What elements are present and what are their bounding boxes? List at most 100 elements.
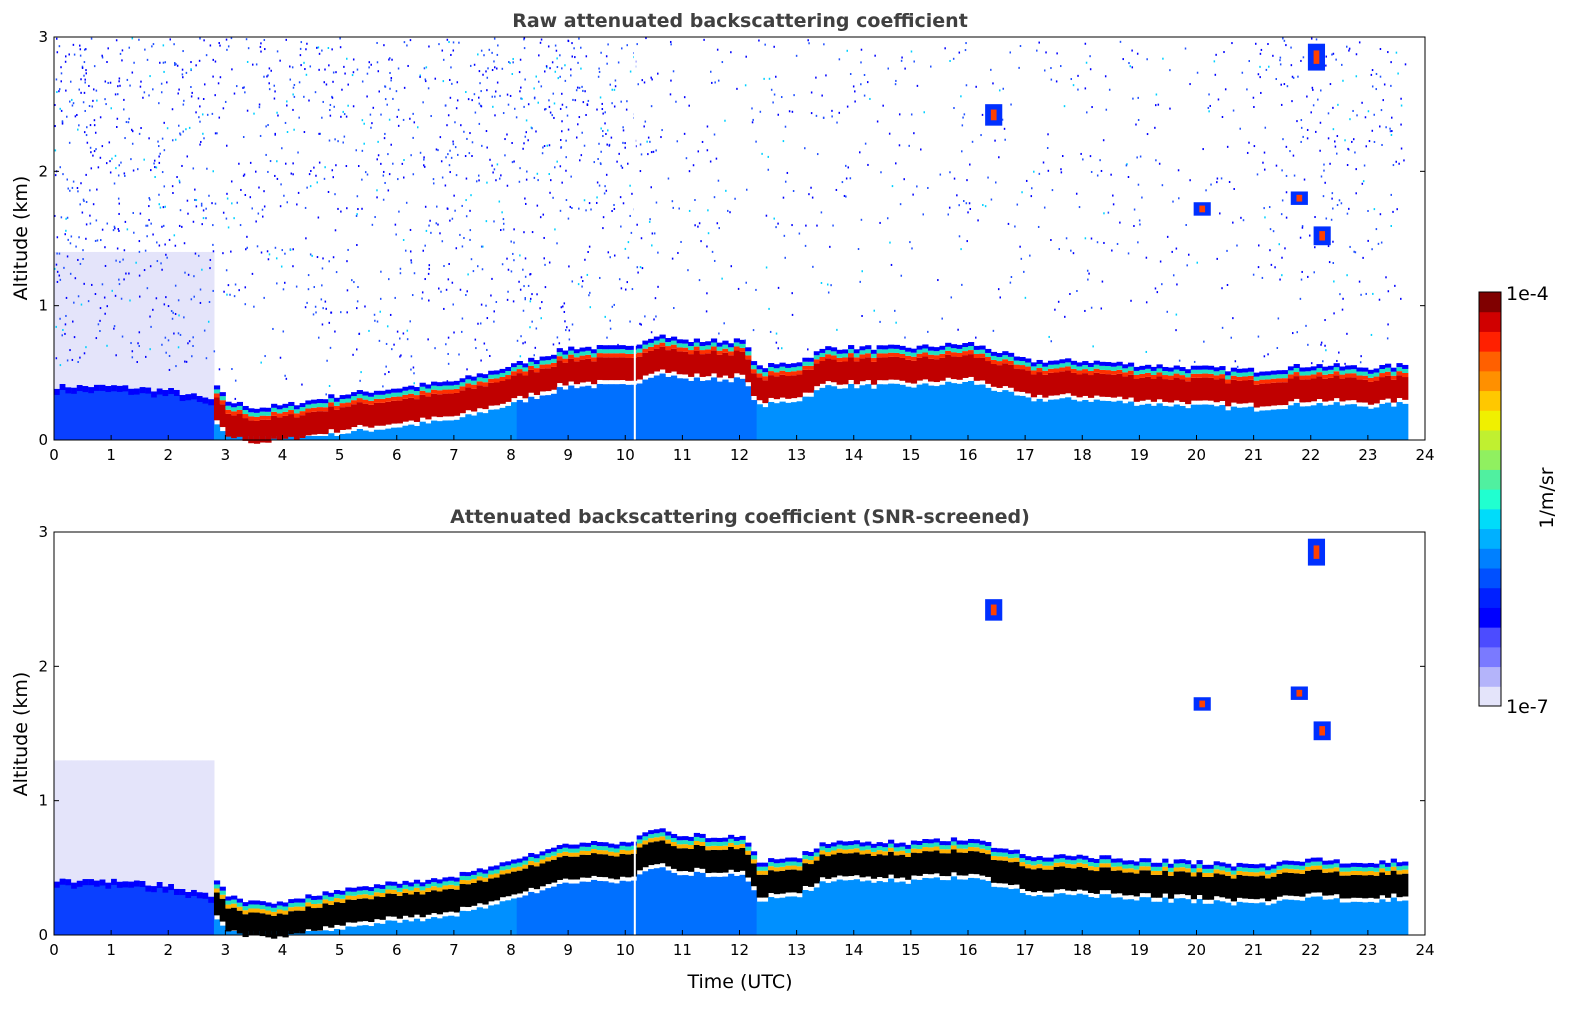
heatmap-cell bbox=[522, 860, 529, 865]
noise-pixel bbox=[384, 373, 386, 376]
heatmap-cell bbox=[151, 886, 158, 893]
noise-pixel bbox=[200, 204, 203, 207]
noise-pixel bbox=[619, 196, 622, 199]
heatmap-cell bbox=[539, 863, 546, 887]
noise-pixel bbox=[627, 256, 630, 259]
heatmap-cell bbox=[465, 387, 472, 411]
noise-pixel bbox=[1224, 88, 1227, 91]
noise-pixel bbox=[343, 135, 346, 138]
noise-pixel bbox=[876, 120, 879, 123]
noise-pixel bbox=[744, 84, 747, 87]
noise-pixel bbox=[491, 164, 493, 167]
heatmap-cell bbox=[762, 901, 769, 935]
noise-pixel bbox=[879, 221, 881, 224]
noise-pixel bbox=[572, 98, 574, 101]
noise-pixel bbox=[401, 162, 404, 165]
heatmap-cell bbox=[111, 251, 118, 386]
heatmap-cell bbox=[482, 374, 489, 379]
noise-pixel bbox=[784, 180, 787, 183]
noise-pixel bbox=[355, 214, 358, 217]
heatmap-cell bbox=[573, 883, 581, 935]
heatmap-cell bbox=[242, 906, 249, 911]
noise-pixel bbox=[520, 97, 522, 100]
heatmap-cell bbox=[213, 888, 221, 893]
heatmap-cell bbox=[1173, 369, 1180, 374]
noise-pixel bbox=[1296, 120, 1298, 123]
data-gap bbox=[633, 532, 636, 935]
noise-pixel bbox=[477, 265, 479, 268]
noise-pixel bbox=[273, 84, 276, 87]
heatmap-cell bbox=[1030, 370, 1038, 375]
noise-pixel bbox=[318, 161, 321, 164]
heatmap-cell bbox=[356, 886, 363, 891]
heatmap-cell bbox=[648, 830, 655, 835]
colorbar-frame bbox=[1478, 291, 1502, 707]
noise-pixel bbox=[178, 124, 180, 127]
noise-pixel bbox=[138, 240, 141, 243]
heatmap-cell bbox=[802, 361, 809, 366]
heatmap-cell bbox=[699, 346, 706, 351]
noise-pixel bbox=[266, 75, 268, 78]
heatmap-cell bbox=[739, 351, 746, 375]
x-tick-label: 2 bbox=[163, 446, 173, 464]
heatmap-cell bbox=[88, 387, 95, 394]
x-tick-label: 14 bbox=[844, 446, 863, 464]
noise-pixel bbox=[399, 355, 401, 358]
heatmap-cell bbox=[333, 890, 341, 895]
noise-pixel bbox=[1272, 230, 1275, 233]
noise-pixel bbox=[627, 241, 630, 244]
x-tick-label: 18 bbox=[1073, 446, 1092, 464]
panel-screened: Attenuated backscattering coefficient (S… bbox=[10, 506, 1435, 993]
heatmap-cell bbox=[739, 835, 746, 840]
heatmap-cell bbox=[1356, 367, 1363, 372]
noise-pixel bbox=[190, 95, 193, 98]
heatmap-cell bbox=[122, 251, 129, 386]
heatmap-cell bbox=[305, 408, 312, 413]
noise-pixel bbox=[554, 44, 557, 47]
heatmap-cell bbox=[133, 388, 141, 395]
noise-pixel bbox=[480, 105, 483, 108]
heatmap-cell bbox=[476, 381, 483, 386]
noise-pixel bbox=[125, 272, 127, 275]
noise-pixel bbox=[1100, 169, 1103, 172]
heatmap-cell bbox=[1282, 860, 1289, 865]
noise-pixel bbox=[157, 140, 159, 143]
noise-pixel bbox=[178, 224, 181, 227]
noise-pixel bbox=[267, 170, 269, 173]
heatmap-cell bbox=[830, 854, 838, 878]
noise-pixel bbox=[1092, 345, 1094, 348]
noise-pixel bbox=[496, 163, 499, 166]
heatmap-cell bbox=[156, 388, 164, 440]
heatmap-cell bbox=[471, 380, 478, 385]
noise-pixel bbox=[531, 293, 533, 296]
noise-pixel bbox=[964, 49, 967, 52]
noise-pixel bbox=[263, 205, 266, 208]
noise-pixel bbox=[361, 207, 363, 210]
noise-pixel bbox=[1139, 223, 1141, 226]
heatmap-cell bbox=[568, 883, 575, 935]
heatmap-cell bbox=[625, 842, 632, 847]
noise-pixel bbox=[559, 138, 562, 141]
noise-pixel bbox=[317, 46, 320, 49]
heatmap-cell bbox=[722, 348, 729, 353]
heatmap-cell bbox=[391, 427, 398, 440]
heatmap-cell bbox=[459, 879, 466, 885]
heatmap-cell bbox=[488, 382, 495, 406]
heatmap-cell bbox=[476, 876, 483, 881]
noise-pixel bbox=[1232, 317, 1234, 320]
noise-pixel bbox=[80, 91, 82, 94]
heatmap-cell bbox=[425, 388, 432, 393]
noise-pixel bbox=[1122, 58, 1124, 61]
noise-pixel bbox=[55, 325, 57, 328]
heatmap-cell bbox=[453, 380, 461, 385]
noise-pixel bbox=[1325, 55, 1328, 58]
heatmap-cell bbox=[545, 395, 552, 440]
noise-pixel bbox=[358, 332, 361, 335]
noise-pixel bbox=[165, 253, 167, 256]
noise-pixel bbox=[172, 191, 174, 194]
heatmap-cell bbox=[385, 893, 392, 917]
noise-pixel bbox=[131, 142, 134, 145]
noise-pixel bbox=[531, 231, 534, 234]
heatmap-cell bbox=[945, 342, 952, 347]
noise-pixel bbox=[1298, 364, 1300, 367]
